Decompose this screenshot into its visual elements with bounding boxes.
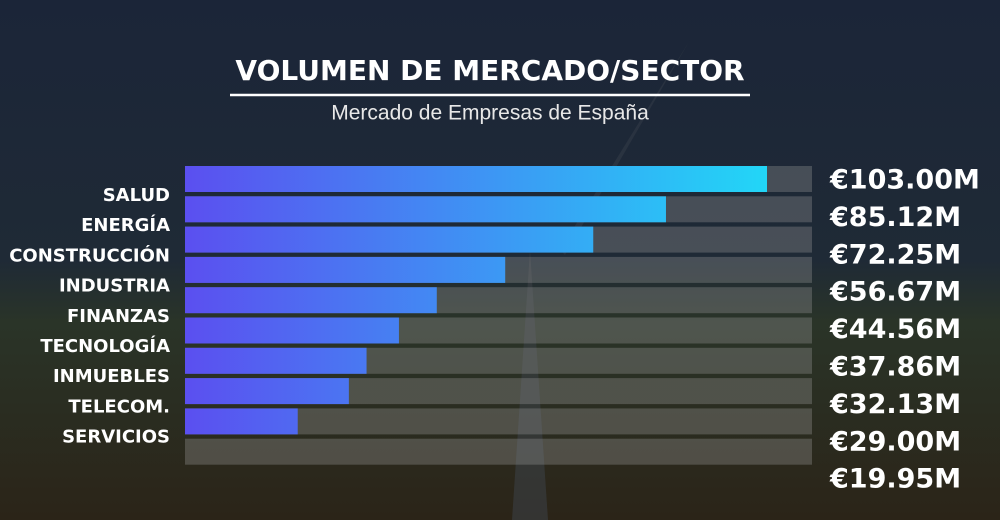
category-label: TELECOM. xyxy=(68,396,170,417)
value-label: €29.00M xyxy=(829,426,961,457)
value-label: €44.56M xyxy=(829,314,961,345)
category-label: INMUEBLES xyxy=(53,366,170,387)
value-label: €85.12M xyxy=(829,202,961,233)
value-label: €19.95M xyxy=(829,464,961,495)
category-label: CONSTRUCCIÓN xyxy=(9,244,170,266)
category-label: ENERGÍA xyxy=(81,214,170,236)
category-label: SALUD xyxy=(103,185,170,206)
bar-track xyxy=(185,438,812,465)
category-label: INDUSTRIA xyxy=(59,276,170,297)
value-label: €103.00M xyxy=(829,165,980,196)
value-label: €56.67M xyxy=(829,277,961,308)
value-label: €32.13M xyxy=(829,389,961,420)
value-label: €37.86M xyxy=(829,352,961,383)
bar xyxy=(185,256,506,283)
category-label: TECNOLOGÍA xyxy=(40,335,170,357)
category-label: FINANZAS xyxy=(67,306,170,327)
chart-title: VOLUMEN DE MERCADO/SECTOR xyxy=(235,54,744,87)
chart-subtitle: Mercado de Empresas de España xyxy=(331,102,649,125)
bar xyxy=(185,226,594,253)
bar xyxy=(185,287,437,314)
bar xyxy=(185,347,367,374)
bar xyxy=(185,378,349,405)
bar xyxy=(185,317,399,344)
value-label: €72.25M xyxy=(829,239,961,270)
bar xyxy=(185,166,767,192)
bar xyxy=(185,408,298,435)
turbine-tower xyxy=(512,250,548,520)
bar xyxy=(185,196,666,223)
category-label: SERVICIOS xyxy=(62,427,170,448)
